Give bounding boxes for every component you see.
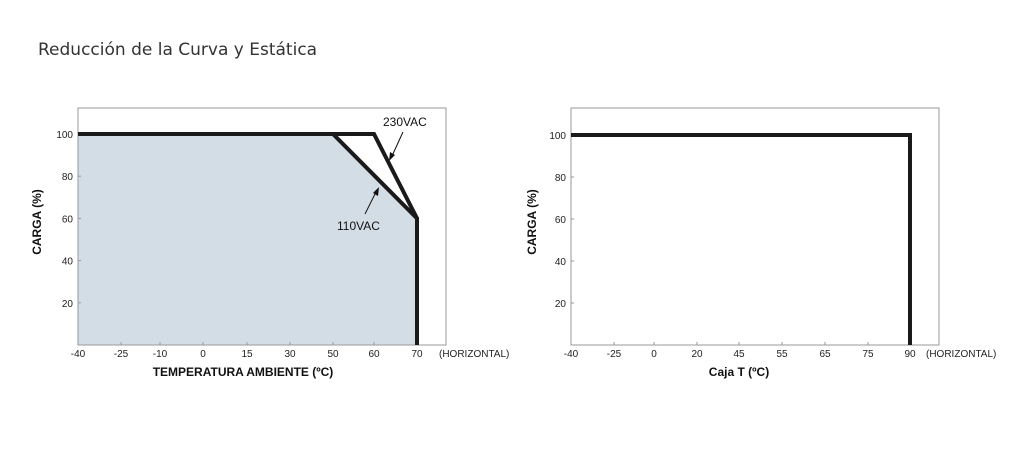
chart1-x-unit-note: (HORIZONTAL) (439, 349, 509, 360)
x-tick-label: -40 (564, 349, 579, 360)
chart1-area-fill (78, 134, 417, 345)
y-tick-label: 60 (62, 214, 74, 225)
chart1-plot-frame (77, 107, 447, 346)
x-tick-label: -25 (607, 349, 622, 360)
y-tick-label: 80 (555, 173, 567, 184)
x-tick-label: 65 (819, 349, 831, 360)
annotation-230vac: 230VAC (383, 115, 427, 129)
y-tick-label: 100 (56, 130, 73, 141)
chart1-x-axis-title: TEMPERATURA AMBIENTE (ºC) (153, 365, 334, 379)
y-tick-label: 80 (62, 172, 74, 183)
y-tick-label: 100 (549, 131, 566, 142)
chart1-y-axis-title: CARGA (%) (30, 189, 44, 255)
annotation-230vac-arrowhead (389, 152, 395, 161)
x-tick-label: 0 (651, 349, 657, 360)
chart2-y-axis-title: CARGA (%) (525, 189, 539, 255)
chart-derating-case: -40 -25 0 20 45 55 65 75 90 20 40 60 80 100 (HORIZON… (525, 107, 996, 379)
x-tick-label: 45 (733, 349, 745, 360)
x-tick-label: 0 (200, 349, 206, 360)
y-tick-label: 20 (62, 299, 74, 310)
x-tick-label: 75 (862, 349, 874, 360)
chart2-plot-frame (570, 107, 940, 346)
annotation-110vac-arrowhead (373, 187, 379, 196)
x-tick-label: 70 (411, 349, 423, 360)
x-tick-label: -40 (71, 349, 86, 360)
x-tick-label: 20 (691, 349, 703, 360)
annotation-110vac: 110VAC (337, 219, 380, 233)
y-tick-label: 20 (555, 299, 567, 310)
y-tick-label: 40 (62, 257, 74, 268)
chart1-series-110vac-line (78, 132, 419, 345)
x-tick-label: 90 (904, 349, 916, 360)
x-tick-label: -10 (153, 349, 168, 360)
y-tick-label: 60 (555, 215, 567, 226)
chart2-x-unit-note: (HORIZONTAL) (926, 349, 996, 360)
x-tick-label: 50 (327, 349, 339, 360)
x-tick-label: 30 (284, 349, 296, 360)
annotation-110vac-arrow (364, 191, 377, 215)
y-tick-label: 40 (555, 257, 567, 268)
x-tick-label: 15 (241, 349, 253, 360)
x-tick-label: -25 (114, 349, 129, 360)
x-tick-label: 55 (776, 349, 788, 360)
page-title: Reducción de la Curva y Estática (38, 40, 318, 60)
chart2-series-line (571, 133, 912, 345)
chart2-x-axis-title: Caja T (ºC) (709, 365, 769, 379)
x-tick-label: 60 (368, 349, 380, 360)
annotation-230vac-arrow (391, 131, 404, 157)
